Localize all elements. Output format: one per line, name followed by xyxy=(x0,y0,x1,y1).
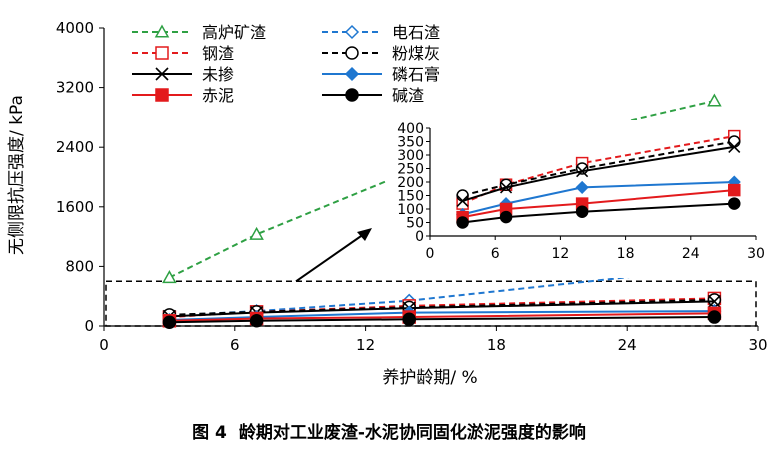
legend-label: 未掺 xyxy=(202,65,234,84)
data-point xyxy=(162,270,177,284)
data-point xyxy=(249,314,264,328)
zoom-arrow-head xyxy=(357,228,372,241)
legend-marker xyxy=(155,67,169,81)
legend-marker xyxy=(345,88,359,102)
inset-data-point xyxy=(728,140,741,153)
inset-data-point xyxy=(728,183,741,197)
data-point xyxy=(402,312,416,327)
inset-y-tick-label: 350 xyxy=(397,135,424,151)
inset-data-point xyxy=(456,194,469,207)
inset-series-line xyxy=(462,202,735,224)
legend-marker xyxy=(154,24,170,38)
data-point xyxy=(249,226,264,240)
inset-y-tick-label: 50 xyxy=(406,216,424,232)
x-tick-label: 6 xyxy=(230,336,240,354)
legend-label: 碱渣 xyxy=(392,86,424,105)
y-tick-label: 800 xyxy=(65,257,94,275)
series-line xyxy=(169,316,715,324)
inset-y-tick-label: 300 xyxy=(397,148,424,164)
y-axis-label: 无侧限抗压强度/ kPa xyxy=(7,95,27,255)
inset-y-tick-label: 400 xyxy=(397,121,424,137)
inset-series-line xyxy=(462,140,735,197)
x-axis-label: 养护龄期/ % xyxy=(382,368,477,388)
y-tick-label: 1600 xyxy=(56,198,94,216)
legend-label: 电石渣 xyxy=(392,23,440,42)
zoom-box xyxy=(105,228,757,327)
series-line xyxy=(169,300,715,318)
legend-marker xyxy=(344,66,360,82)
inset-data-point xyxy=(576,165,589,178)
x-tick-label: 24 xyxy=(618,336,637,354)
zoom-box-outline xyxy=(105,280,757,327)
inset-data-point xyxy=(728,197,741,210)
legend-label: 赤泥 xyxy=(202,86,234,105)
x-tick-label: 30 xyxy=(748,336,767,354)
caption-text: 龄期对工业废渣-水泥协同固化淤泥强度的影响 xyxy=(238,423,586,443)
inset-x-tick-label: 18 xyxy=(617,246,635,262)
inset-x-tick-label: 0 xyxy=(426,246,435,262)
data-point xyxy=(707,294,721,308)
x-tick-label: 0 xyxy=(99,336,109,354)
figure-caption: 图 4 龄期对工业废渣-水泥协同固化淤泥强度的影响 xyxy=(0,418,778,443)
main-series xyxy=(162,93,722,330)
inset-data-point xyxy=(500,181,513,194)
data-point xyxy=(707,93,722,107)
inset-x-tick-label: 24 xyxy=(682,246,700,262)
inset-y-tick-label: 0 xyxy=(415,229,424,245)
x-tick-label: 18 xyxy=(487,336,506,354)
legend-label: 磷石膏 xyxy=(392,65,440,84)
inset-y-tick-label: 100 xyxy=(397,202,424,218)
inset-series-line xyxy=(462,145,735,202)
x-tick-label: 12 xyxy=(356,336,375,354)
zoom-arrow-line xyxy=(295,233,365,283)
legend-marker xyxy=(345,46,359,60)
series-line xyxy=(169,310,715,322)
y-tick-label: 0 xyxy=(84,317,94,335)
y-tick-label: 3200 xyxy=(56,79,94,97)
inset-x-tick-label: 6 xyxy=(491,246,500,262)
inset-series-line xyxy=(462,181,735,216)
inset-x-tick-label: 12 xyxy=(551,246,569,262)
y-tick-label: 2400 xyxy=(56,138,94,156)
inset-data-point xyxy=(575,205,589,218)
inset-data-point xyxy=(456,216,469,229)
y-tick-label: 4000 xyxy=(56,19,94,37)
series-line xyxy=(169,312,715,322)
legend-label: 高炉矿渣 xyxy=(202,23,266,42)
legend-marker xyxy=(155,46,169,60)
inset-data-point xyxy=(575,180,589,194)
inset-data-point xyxy=(499,210,513,224)
caption-label: 图 4 xyxy=(192,423,227,443)
legend-label: 钢渣 xyxy=(202,44,234,63)
legend-label: 粉煤灰 xyxy=(392,44,440,63)
legend-marker xyxy=(155,88,169,102)
data-point xyxy=(162,315,177,330)
inset-y-tick-label: 150 xyxy=(397,189,424,205)
legend-marker xyxy=(344,24,360,40)
inset-y-tick-label: 200 xyxy=(397,175,424,191)
inset-y-tick-label: 250 xyxy=(397,162,424,178)
inset-series-line xyxy=(462,189,735,219)
inset-data-point xyxy=(728,135,741,148)
inset-x-tick-label: 30 xyxy=(747,246,765,262)
data-point xyxy=(707,310,722,324)
